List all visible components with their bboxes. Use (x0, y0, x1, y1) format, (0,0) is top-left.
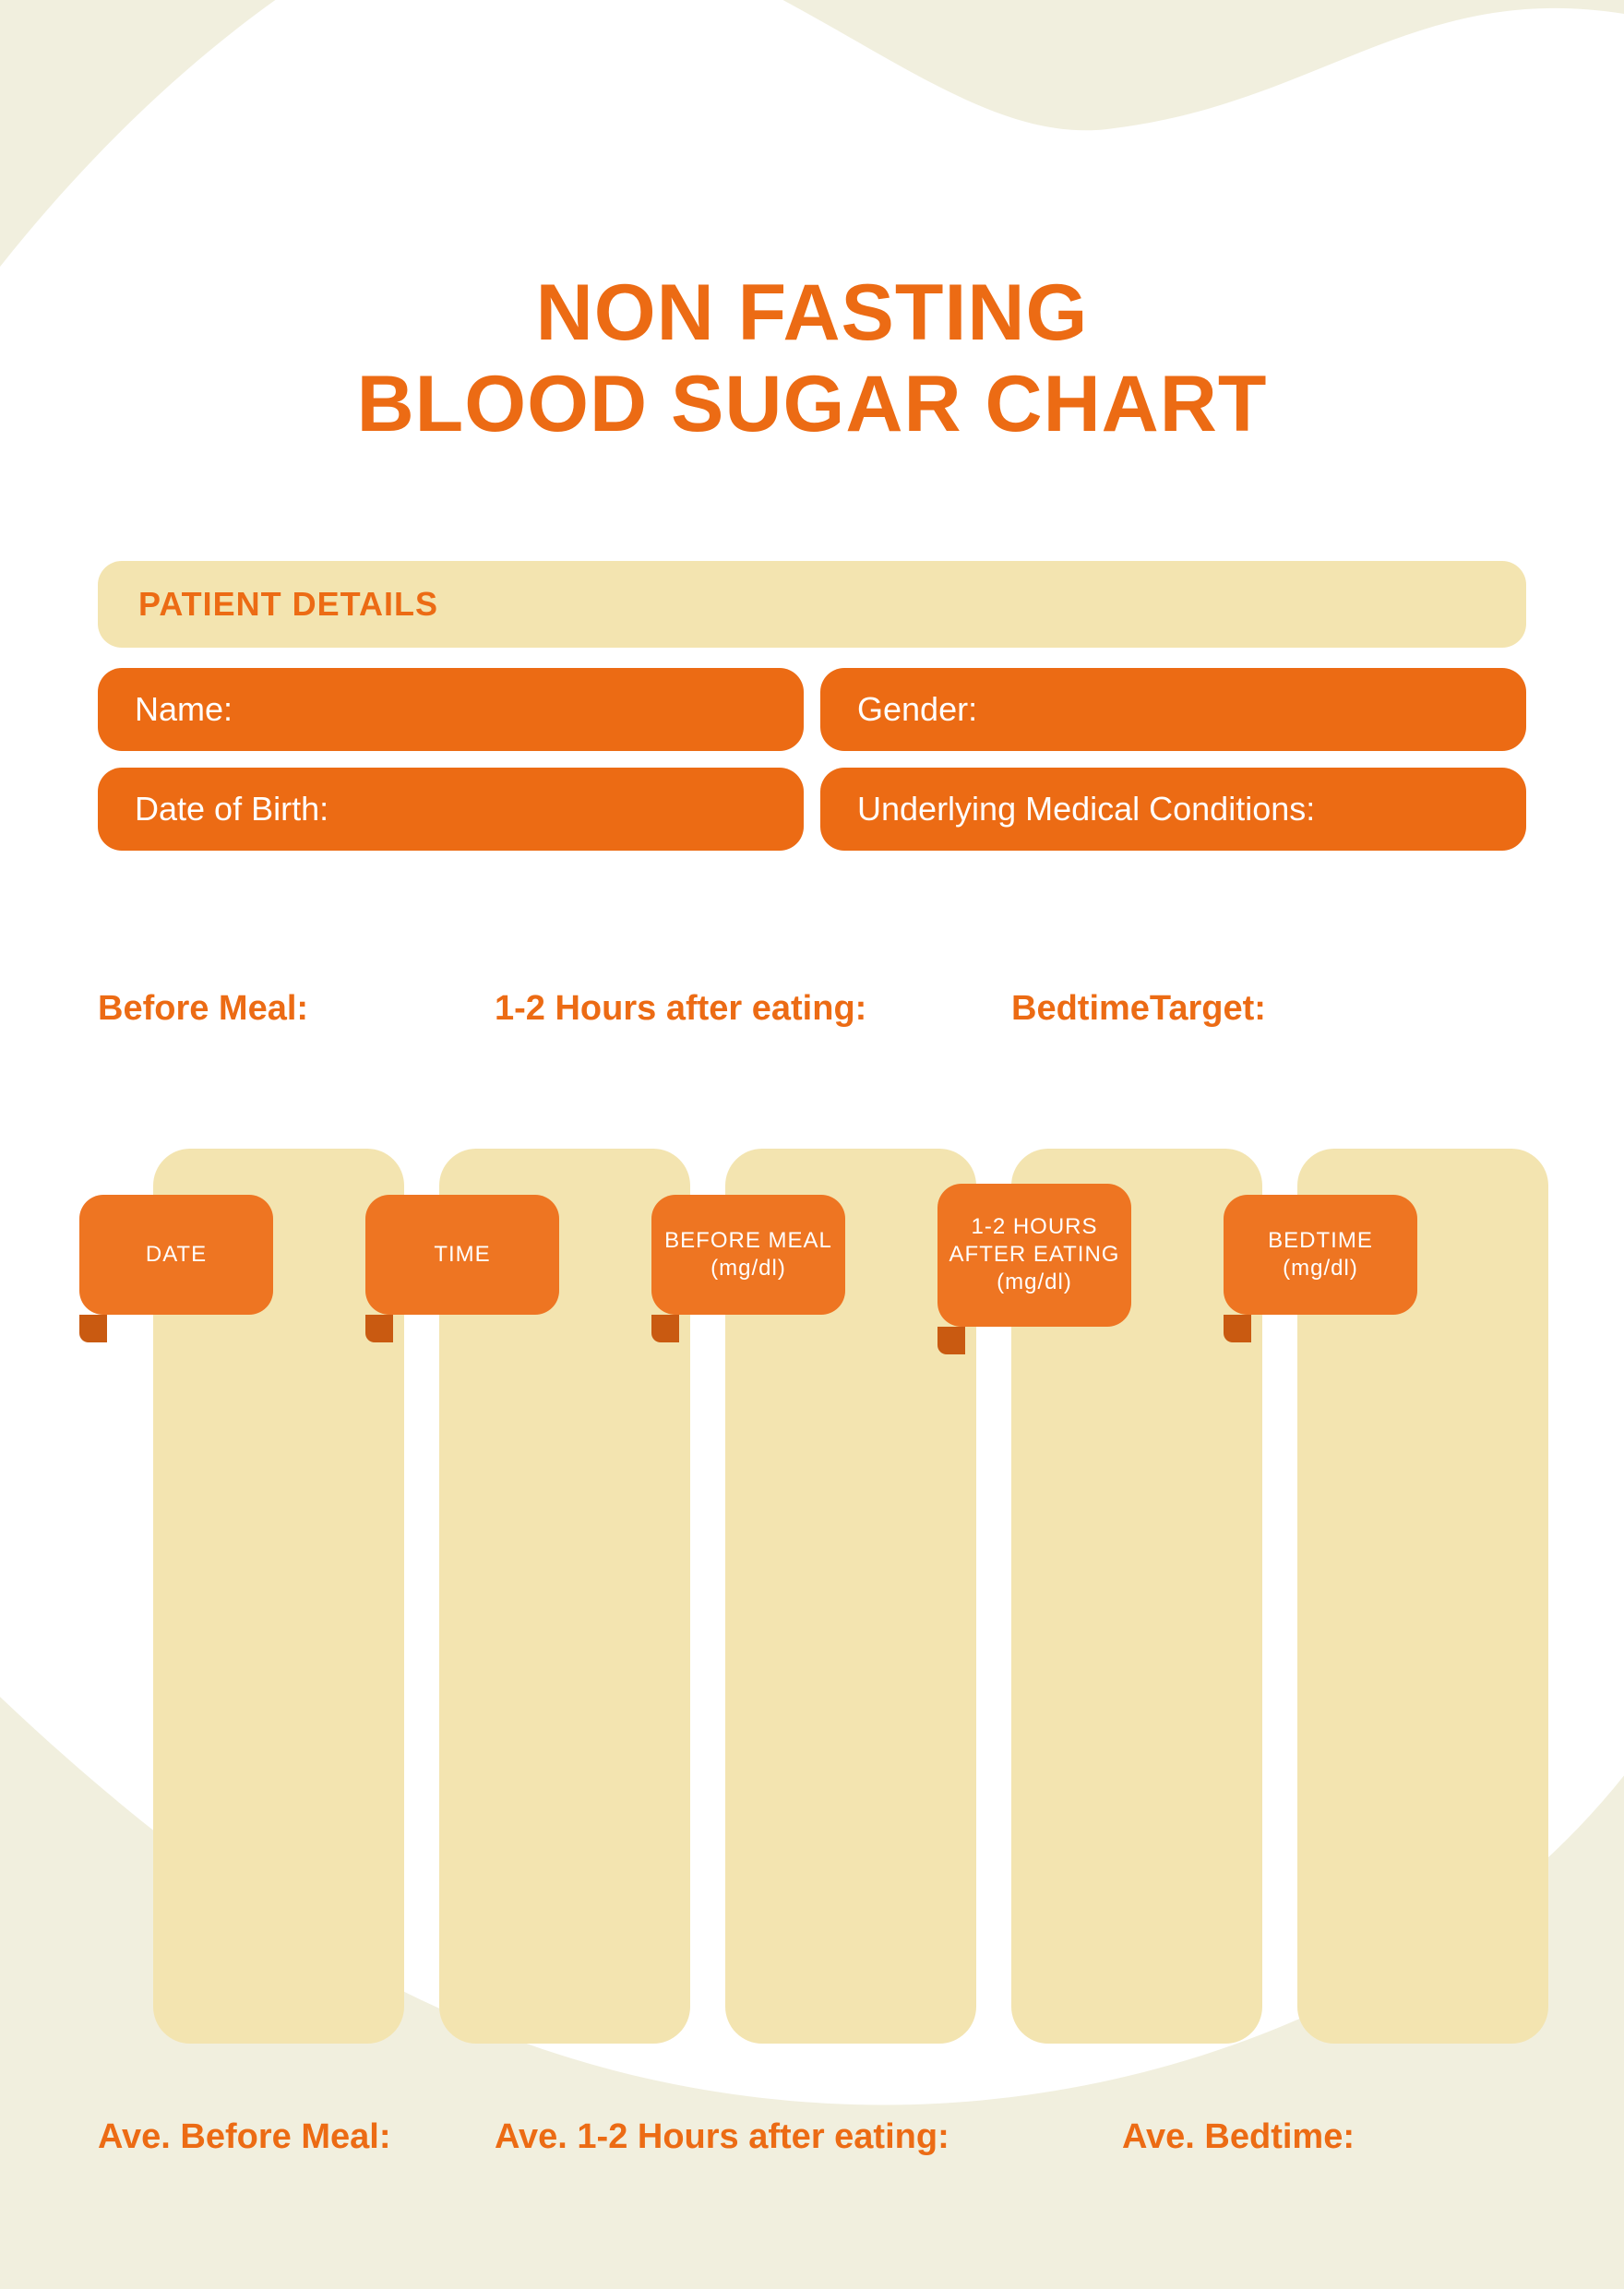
notch-before (651, 1315, 679, 1342)
avg-before-meal: Ave. Before Meal: (98, 2117, 495, 2157)
target-before-meal: Before Meal: (98, 989, 495, 1029)
title-line-2: BLOOD SUGAR CHART (357, 360, 1268, 448)
dob-field[interactable]: Date of Birth: (98, 768, 804, 851)
notch-time (365, 1315, 393, 1342)
log-columns: DATE TIME BEFORE MEAL(mg/dl) 1-2 HOURSAF… (98, 1149, 1526, 2062)
col-label-before: BEFORE MEAL(mg/dl) (651, 1195, 845, 1315)
name-field[interactable]: Name: (98, 668, 804, 751)
col-label-time: TIME (365, 1195, 559, 1315)
conditions-field[interactable]: Underlying Medical Conditions: (820, 768, 1526, 851)
notch-date (79, 1315, 107, 1342)
target-bedtime: BedtimeTarget: (1011, 989, 1427, 1029)
gender-field[interactable]: Gender: (820, 668, 1526, 751)
page-title: NON FASTING BLOOD SUGAR CHART (98, 268, 1526, 450)
title-line-1: NON FASTING (536, 268, 1089, 357)
notch-bedtime (1224, 1315, 1251, 1342)
targets-row: Before Meal: 1-2 Hours after eating: Bed… (98, 989, 1526, 1029)
avg-bedtime: Ave. Bedtime: (1122, 2117, 1473, 2157)
avg-after-eating: Ave. 1-2 Hours after eating: (495, 2117, 1122, 2157)
col-label-after: 1-2 HOURSAFTER EATING(mg/dl) (937, 1184, 1131, 1327)
patient-details-grid: Name: Gender: Date of Birth: Underlying … (98, 668, 1526, 851)
col-label-bedtime: BEDTIME(mg/dl) (1224, 1195, 1417, 1315)
averages-row: Ave. Before Meal: Ave. 1-2 Hours after e… (98, 2117, 1526, 2157)
col-label-date: DATE (79, 1195, 273, 1315)
patient-details-header: PATIENT DETAILS (98, 561, 1526, 648)
page-content: NON FASTING BLOOD SUGAR CHART PATIENT DE… (98, 0, 1526, 2157)
target-after-eating: 1-2 Hours after eating: (495, 989, 1011, 1029)
notch-after (937, 1327, 965, 1354)
